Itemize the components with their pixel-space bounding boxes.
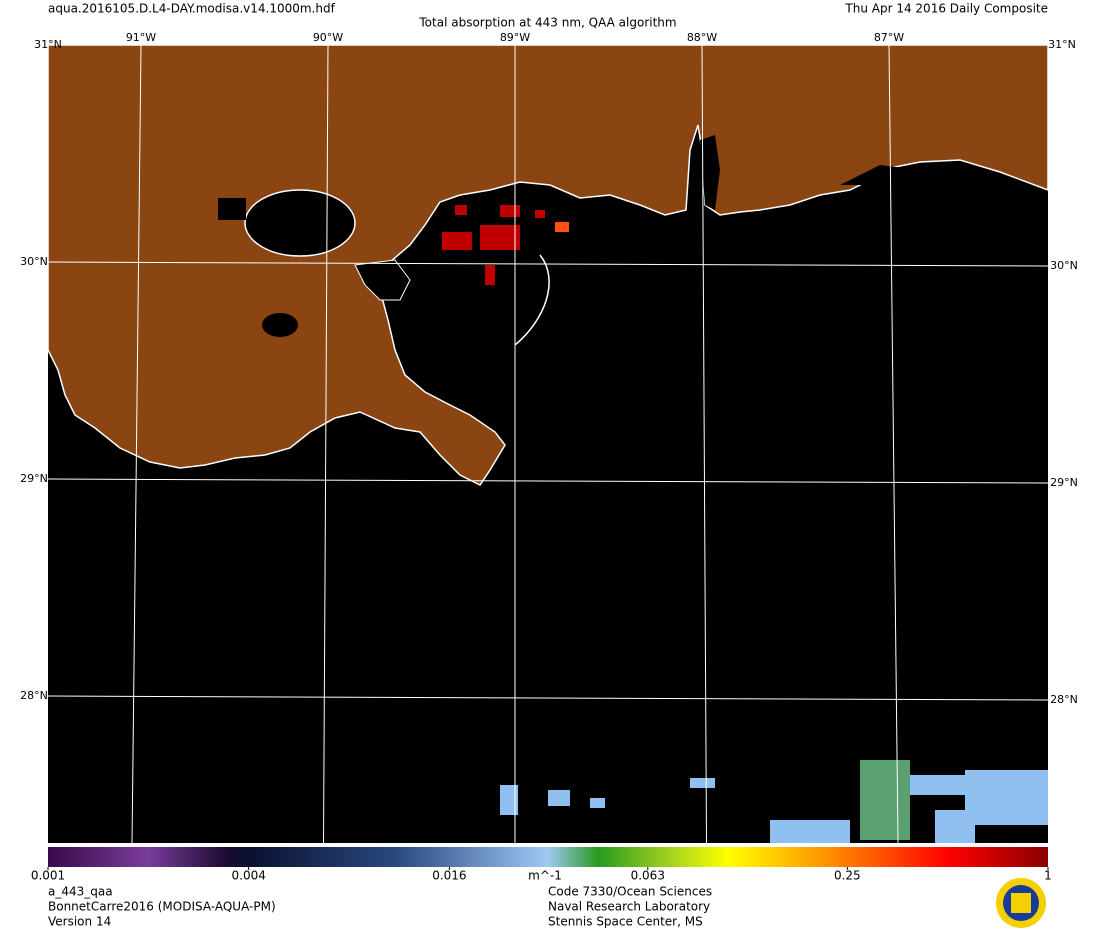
footer-left: a_443_qaa bbox=[48, 885, 113, 899]
footer-left: BonnetCarre2016 (MODISA-AQUA-PM) bbox=[48, 900, 276, 914]
lat-label: 29°N bbox=[1050, 476, 1078, 489]
meridian bbox=[888, 44, 899, 844]
lake bbox=[218, 198, 246, 220]
date: Thu Apr 14 2016 Daily Composite bbox=[844, 2, 1048, 16]
lat-label: 30°N bbox=[1050, 259, 1078, 272]
colorbar-tick-label: 0.004 bbox=[232, 869, 266, 883]
footer-center: Stennis Space Center, MS bbox=[548, 915, 703, 929]
colorbar-tick-label: 1 bbox=[1044, 869, 1052, 883]
parallel bbox=[47, 695, 1049, 701]
lake bbox=[262, 313, 298, 337]
footer-center: Naval Research Laboratory bbox=[548, 900, 710, 914]
map-area bbox=[47, 44, 1049, 843]
colorbar-tick-label: 0.25 bbox=[834, 869, 861, 883]
lon-label: 89°W bbox=[500, 31, 530, 44]
lake bbox=[354, 259, 411, 301]
colorbar-tick-label: 0.063 bbox=[631, 869, 665, 883]
lon-label: 91°W bbox=[126, 31, 156, 44]
lat-label: 30°N bbox=[20, 255, 48, 268]
lat-label: 28°N bbox=[1050, 693, 1078, 706]
lat-label: 29°N bbox=[20, 472, 48, 485]
logo bbox=[996, 878, 1046, 928]
parallel bbox=[47, 261, 1049, 267]
lat-label: 28°N bbox=[20, 689, 48, 702]
lake bbox=[244, 189, 356, 257]
bay bbox=[700, 135, 720, 210]
meridian bbox=[323, 44, 329, 844]
colorbar bbox=[48, 847, 1048, 867]
meridian bbox=[131, 44, 142, 844]
colorbar-ticks: 0.001 0.004 0.016 0.063 0.25 1 bbox=[31, 867, 1052, 883]
lon-label: 87°W bbox=[874, 31, 904, 44]
corner-label: 31°N bbox=[34, 38, 62, 51]
corner-label: 31°N bbox=[1048, 38, 1076, 51]
graticule: 91°W 90°W 89°W 88°W 87°W 30°N 30°N 29°N 29°N 28°N… bbox=[20, 31, 1078, 844]
footer-left: Version 14 bbox=[48, 915, 111, 929]
island bbox=[514, 254, 550, 346]
meridian bbox=[701, 44, 707, 844]
parallel bbox=[47, 478, 1049, 484]
lon-label: 90°W bbox=[313, 31, 343, 44]
colorbar-unit: m^-1 bbox=[528, 869, 562, 883]
footer-center: Code 7330/Ocean Sciences bbox=[548, 885, 712, 899]
bay bbox=[840, 165, 920, 185]
map-title: Total absorption at 443 nm, QAA algorith… bbox=[418, 16, 676, 30]
file-name: aqua.2016105.D.L4-DAY.modisa.v14.1000m.h… bbox=[48, 2, 336, 16]
colorbar-tick-label: 0.016 bbox=[432, 869, 466, 883]
clear-water bbox=[500, 760, 1048, 843]
colorbar-tick-label: 0.001 bbox=[31, 869, 65, 883]
lon-label: 88°W bbox=[687, 31, 717, 44]
